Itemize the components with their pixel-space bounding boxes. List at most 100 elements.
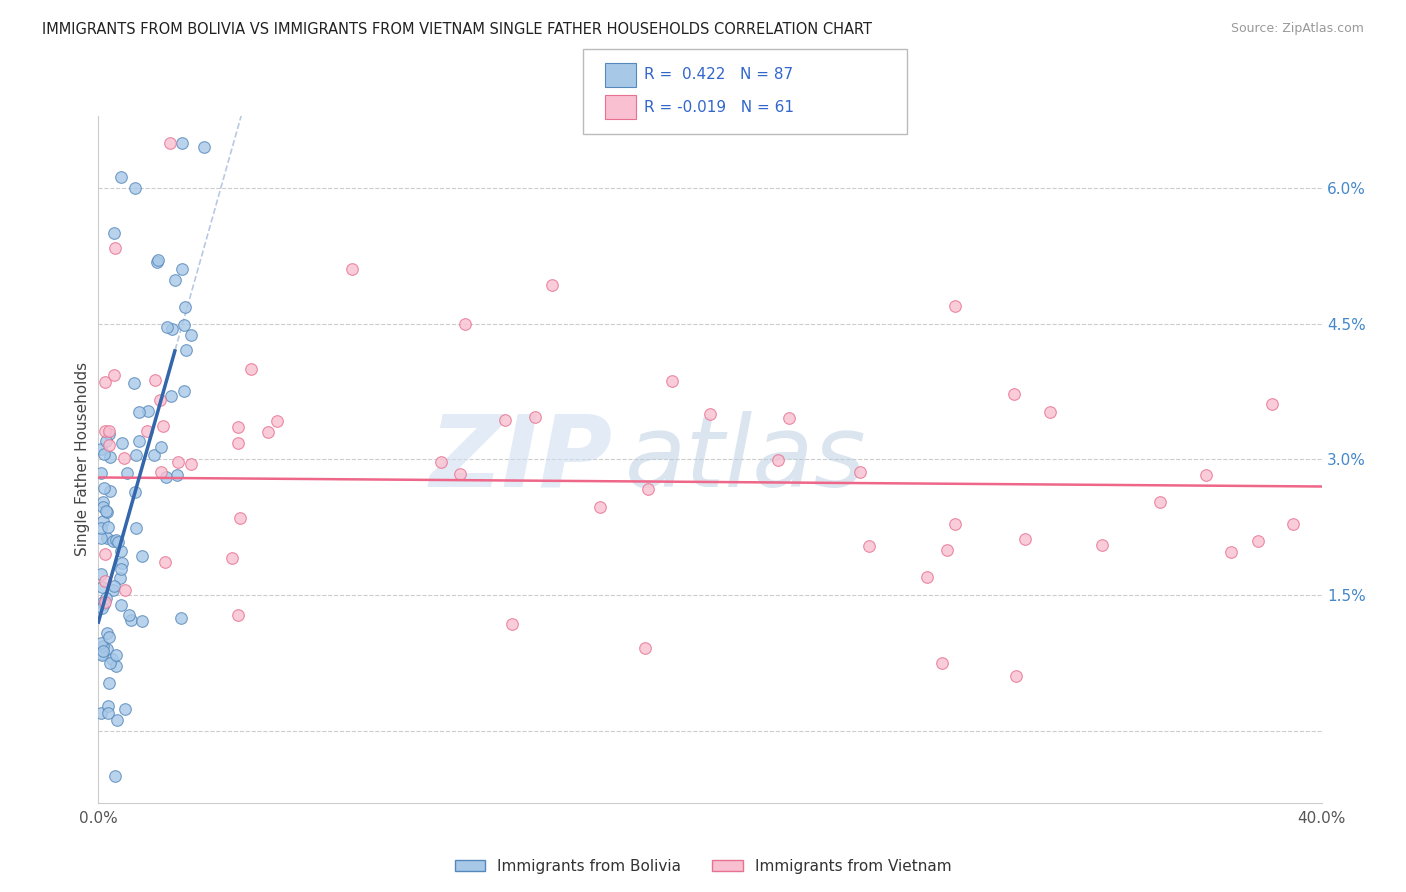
Point bbox=[174, 343, 197, 358]
Point bbox=[180, 328, 202, 343]
Point bbox=[149, 440, 172, 454]
Point bbox=[160, 322, 183, 336]
Point bbox=[93, 481, 115, 495]
Point bbox=[96, 698, 118, 713]
Point bbox=[98, 424, 121, 438]
Point bbox=[173, 318, 195, 332]
Point bbox=[848, 465, 870, 479]
Point bbox=[1281, 516, 1303, 531]
Point bbox=[90, 635, 112, 649]
Point bbox=[98, 483, 121, 498]
Point bbox=[93, 447, 115, 461]
Point bbox=[117, 608, 139, 623]
Point bbox=[96, 641, 118, 656]
Point bbox=[221, 550, 243, 565]
Point bbox=[110, 169, 132, 184]
Point bbox=[193, 140, 215, 154]
Point bbox=[142, 448, 165, 462]
Point bbox=[115, 466, 138, 480]
Point bbox=[159, 136, 181, 150]
Point bbox=[91, 601, 114, 615]
Point bbox=[131, 614, 153, 628]
Point bbox=[637, 483, 659, 497]
Point bbox=[1195, 467, 1218, 482]
Point bbox=[110, 544, 132, 558]
Point bbox=[93, 376, 115, 390]
Point bbox=[240, 362, 263, 376]
Point bbox=[103, 227, 125, 241]
Point bbox=[93, 424, 115, 438]
Point bbox=[101, 651, 124, 665]
Point bbox=[93, 547, 115, 561]
Point bbox=[96, 531, 118, 545]
Point bbox=[114, 702, 136, 716]
Point bbox=[931, 656, 953, 670]
Point bbox=[96, 434, 118, 448]
Point bbox=[93, 644, 115, 658]
Point bbox=[122, 376, 145, 391]
Point bbox=[173, 300, 195, 314]
Point bbox=[661, 374, 683, 388]
Point bbox=[146, 253, 169, 268]
Point bbox=[163, 273, 186, 287]
Point bbox=[173, 384, 195, 398]
Point bbox=[501, 617, 523, 632]
Point bbox=[90, 442, 112, 456]
Point bbox=[156, 319, 179, 334]
Point bbox=[524, 409, 547, 424]
Point bbox=[226, 436, 249, 450]
Point bbox=[105, 659, 128, 673]
Point bbox=[93, 595, 115, 609]
Text: IMMIGRANTS FROM BOLIVIA VS IMMIGRANTS FROM VIETNAM SINGLE FATHER HOUSEHOLDS CORR: IMMIGRANTS FROM BOLIVIA VS IMMIGRANTS FR… bbox=[42, 22, 872, 37]
Point bbox=[180, 457, 202, 471]
Point bbox=[96, 504, 118, 518]
Point bbox=[105, 533, 128, 548]
Point bbox=[228, 511, 250, 525]
Point bbox=[146, 254, 169, 268]
Point bbox=[166, 468, 188, 483]
Point bbox=[90, 706, 112, 721]
Point bbox=[226, 607, 249, 622]
Point bbox=[170, 610, 193, 624]
Point bbox=[107, 535, 129, 549]
Point bbox=[96, 626, 118, 640]
Text: atlas: atlas bbox=[624, 411, 866, 508]
Point bbox=[96, 504, 118, 518]
Point bbox=[97, 520, 120, 534]
Point bbox=[110, 556, 132, 570]
Point bbox=[228, 420, 250, 434]
Point bbox=[125, 448, 148, 462]
Point bbox=[915, 570, 938, 584]
Point bbox=[110, 599, 132, 613]
Point bbox=[1039, 405, 1062, 419]
Point bbox=[494, 413, 516, 427]
Point bbox=[90, 581, 112, 595]
Point bbox=[91, 514, 114, 528]
Point bbox=[943, 299, 966, 313]
Point bbox=[588, 500, 610, 515]
Text: R =  0.422   N = 87: R = 0.422 N = 87 bbox=[644, 68, 793, 82]
Point bbox=[1219, 545, 1241, 559]
Point bbox=[110, 562, 132, 576]
Point bbox=[131, 549, 153, 563]
Point bbox=[858, 539, 880, 553]
Point bbox=[103, 579, 125, 593]
Point bbox=[768, 453, 790, 467]
Point bbox=[98, 438, 121, 452]
Point bbox=[1091, 538, 1114, 552]
Point bbox=[90, 648, 112, 662]
Point bbox=[101, 582, 124, 597]
Point bbox=[170, 261, 193, 276]
Point bbox=[98, 676, 121, 690]
Point bbox=[94, 591, 117, 605]
Point bbox=[257, 425, 280, 440]
Point bbox=[103, 368, 125, 382]
Point bbox=[128, 434, 150, 449]
Point bbox=[145, 373, 167, 387]
Point bbox=[1247, 533, 1270, 548]
Point bbox=[454, 317, 477, 331]
Point bbox=[634, 640, 657, 655]
Point bbox=[91, 500, 114, 514]
Point bbox=[340, 262, 363, 277]
Point bbox=[1002, 387, 1025, 401]
